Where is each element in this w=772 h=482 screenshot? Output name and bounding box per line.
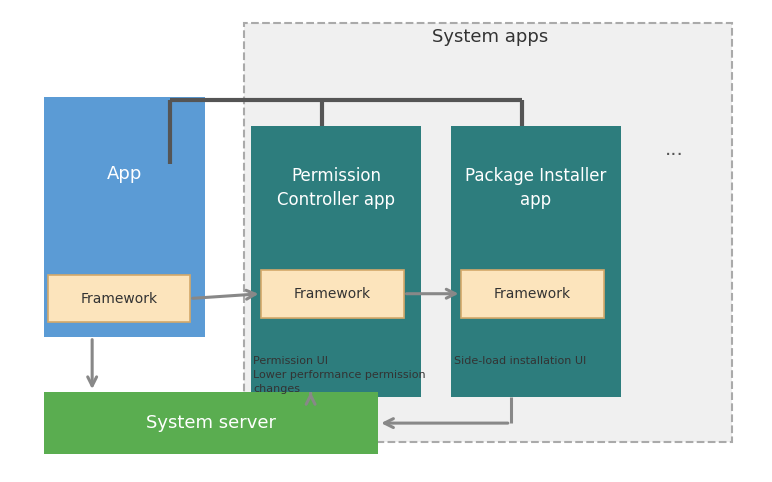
- FancyBboxPatch shape: [462, 270, 604, 318]
- FancyBboxPatch shape: [44, 97, 205, 337]
- FancyBboxPatch shape: [262, 270, 404, 318]
- Text: Permission UI
Lower performance permission
changes: Permission UI Lower performance permissi…: [253, 356, 425, 394]
- Text: Permission
Controller app: Permission Controller app: [277, 167, 395, 209]
- FancyBboxPatch shape: [44, 392, 378, 454]
- Text: Side-load installation UI: Side-load installation UI: [454, 356, 586, 366]
- Text: System server: System server: [146, 414, 276, 432]
- FancyBboxPatch shape: [452, 126, 621, 397]
- FancyBboxPatch shape: [48, 275, 190, 322]
- Text: Package Installer
app: Package Installer app: [466, 167, 607, 209]
- Text: App: App: [107, 165, 142, 183]
- Text: Framework: Framework: [293, 287, 371, 301]
- Text: ...: ...: [665, 140, 684, 160]
- Text: Framework: Framework: [80, 292, 157, 306]
- FancyBboxPatch shape: [252, 126, 421, 397]
- Text: Framework: Framework: [493, 287, 571, 301]
- FancyBboxPatch shape: [244, 23, 732, 442]
- Text: System apps: System apps: [432, 28, 548, 46]
